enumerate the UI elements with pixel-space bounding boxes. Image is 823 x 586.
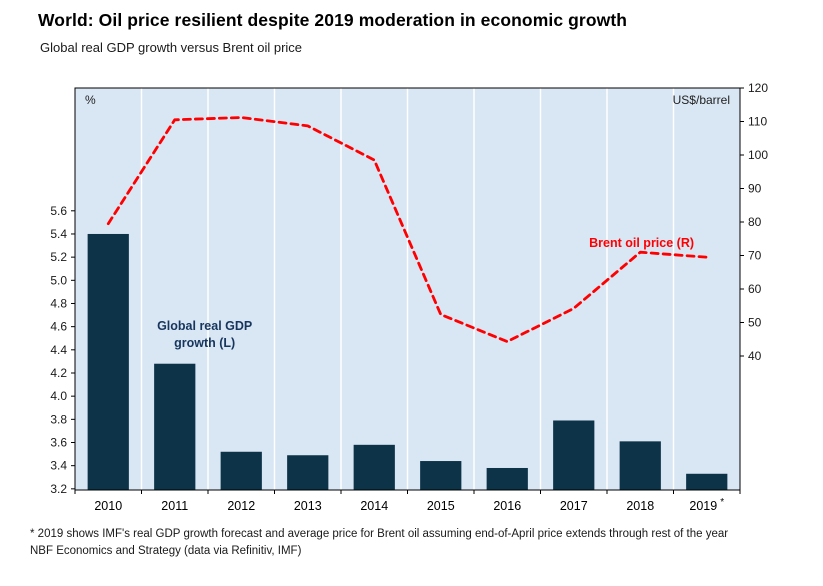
x-axis-label-2019: 2019 * (689, 497, 724, 513)
right-axis-tick-label: 120 (748, 81, 768, 95)
chart-title: World: Oil price resilient despite 2019 … (38, 10, 628, 30)
chart-subtitle: Global real GDP growth versus Brent oil … (40, 40, 303, 55)
series-annotation-0-line-0: Global real GDP (157, 319, 252, 333)
gdp-bar-2019 (686, 473, 728, 490)
left-axis-tick-label: 3.2 (50, 482, 67, 496)
x-axis-label-2012: 2012 (227, 499, 255, 513)
x-axis-label-2016: 2016 (493, 499, 521, 513)
gdp-bar-2013 (287, 455, 329, 490)
right-axis-unit-label: US$/barrel (673, 93, 730, 107)
right-axis-tick-label: 100 (748, 148, 768, 162)
left-axis-tick-label: 3.6 (50, 436, 67, 450)
left-axis-tick-label: 4.2 (50, 366, 67, 380)
x-axis-label-2018: 2018 (626, 499, 654, 513)
left-axis-tick-label: 4.4 (50, 343, 67, 357)
left-axis-tick-label: 3.8 (50, 412, 67, 426)
gdp-bar-2011 (154, 363, 196, 490)
left-axis-tick-label: 4.8 (50, 296, 67, 310)
x-axis-label-2017: 2017 (560, 499, 588, 513)
left-axis-tick-label: 5.0 (50, 273, 67, 287)
gdp-bar-2015 (420, 461, 462, 490)
series-annotation-1-line-0: Brent oil price (R) (589, 236, 694, 250)
series-annotation-0-line-1: growth (L) (174, 336, 235, 350)
left-axis-tick-label: 4.6 (50, 320, 67, 334)
left-axis-unit-label: % (85, 93, 96, 107)
x-axis-label-2010: 2010 (94, 499, 122, 513)
brent-oil-line (106, 116, 709, 344)
gdp-bar-2018 (619, 441, 661, 490)
x-axis-label-2014: 2014 (360, 499, 388, 513)
x-axis-label-2015: 2015 (427, 499, 455, 513)
right-axis-tick-label: 60 (748, 282, 762, 296)
chart: 3.2 3.4 3.6 3.8 4.0 4.2 4.4 4.6 4.8 5.0 5.2 5.4 5.6 4… (50, 81, 768, 513)
plot-border (74, 87, 741, 491)
left-axis-tick-label: 5.6 (50, 204, 67, 218)
left-axis-tick-label: 3.4 (50, 459, 67, 473)
right-axis-tick-label: 90 (748, 182, 762, 196)
left-axis-tick-label: 5.4 (50, 227, 67, 241)
footnote-line-2: NBF Economics and Strategy (data via Ref… (30, 545, 302, 557)
x-axis-label-2013: 2013 (294, 499, 322, 513)
gdp-bar-2010 (87, 233, 129, 490)
right-axis-tick-label: 110 (748, 115, 767, 129)
x-axis-label-2011: 2011 (161, 499, 188, 513)
gdp-bar-2014 (353, 444, 395, 490)
gdp-bar-2012 (220, 451, 262, 490)
right-axis-tick-label: 40 (748, 349, 762, 363)
left-axis-tick-label: 5.2 (50, 250, 67, 264)
gdp-bar-2016 (486, 467, 528, 490)
gdp-bar-2017 (553, 420, 595, 490)
right-axis-tick-label: 80 (748, 215, 762, 229)
right-axis-tick-label: 50 (748, 316, 762, 330)
left-axis-tick-label: 4.0 (50, 389, 67, 403)
right-axis-tick-label: 70 (748, 249, 762, 263)
footnote-line-1: * 2019 shows IMF's real GDP growth forec… (30, 528, 729, 540)
